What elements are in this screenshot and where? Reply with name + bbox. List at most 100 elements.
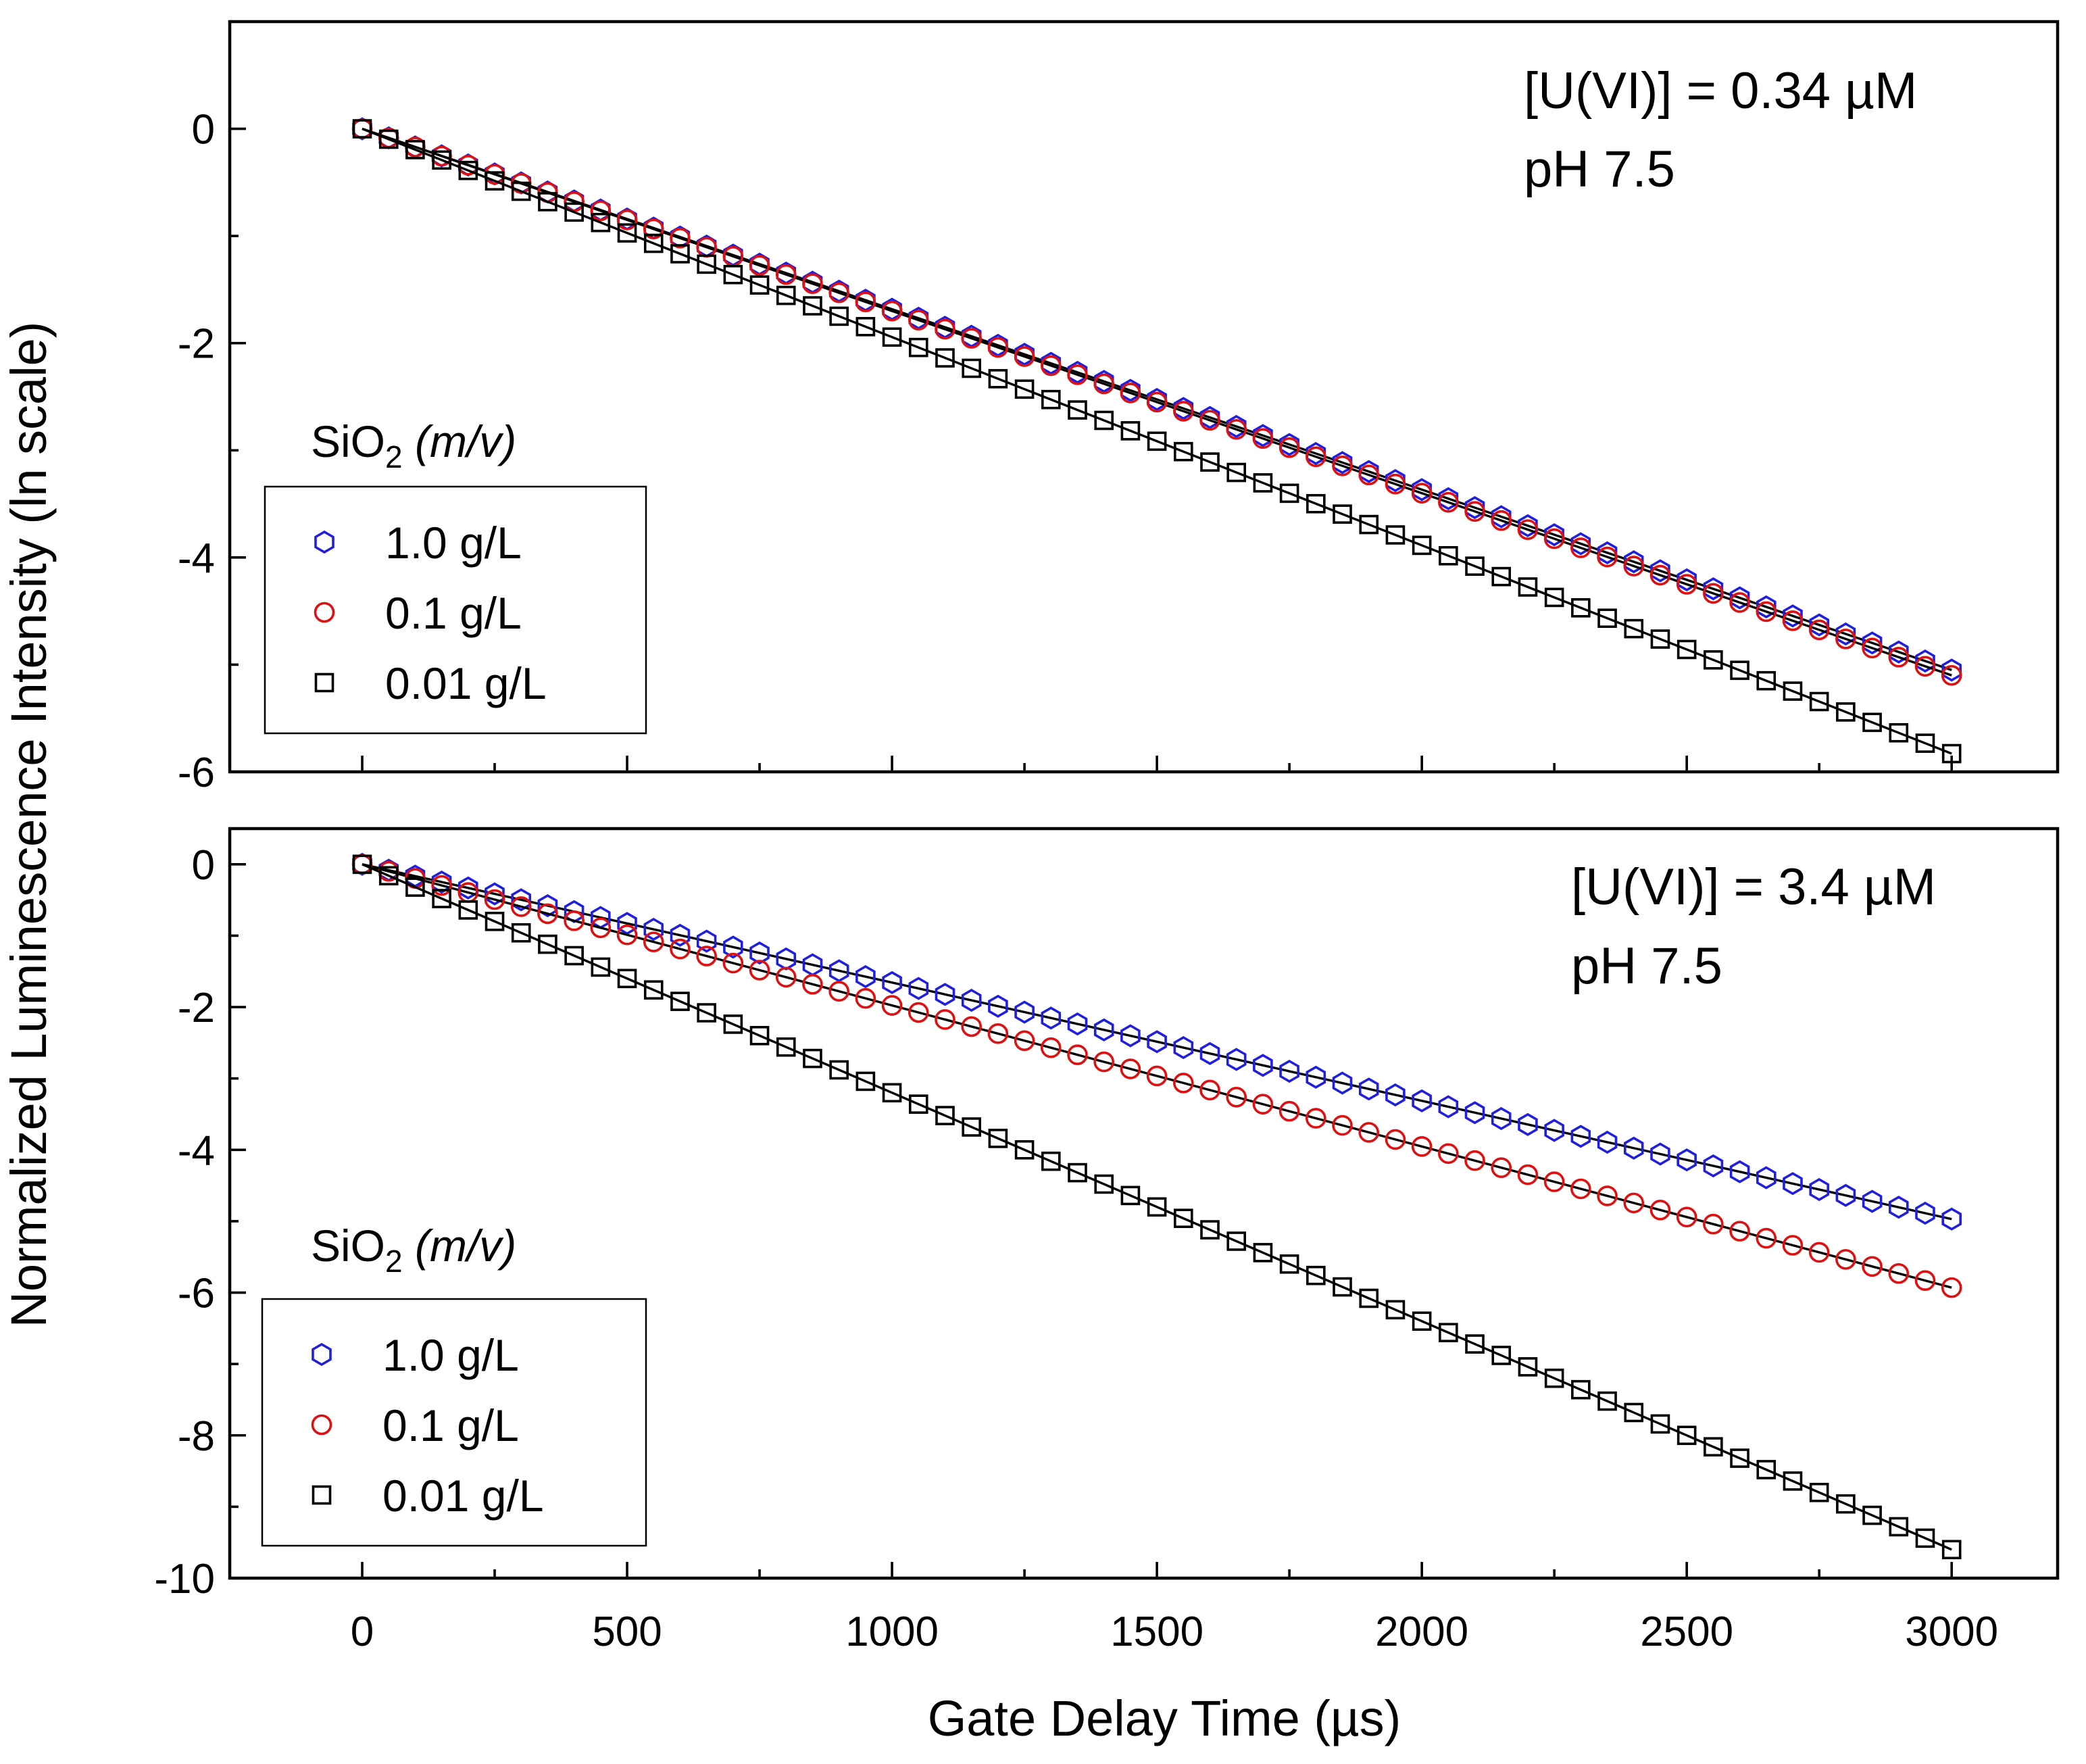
x-tick-label: 0	[351, 1609, 374, 1655]
data-point	[1146, 391, 1168, 413]
data-point	[1915, 1201, 1935, 1225]
data-point	[1889, 1196, 1909, 1219]
data-point	[1438, 1143, 1459, 1165]
data-point	[1544, 523, 1564, 547]
data-point	[935, 983, 955, 1006]
data-point	[828, 282, 849, 303]
legend-marker	[312, 1342, 332, 1367]
x-axis-title: Gate Delay Time (µs)	[928, 1690, 1401, 1746]
data-point	[1067, 1044, 1088, 1065]
data-point	[1704, 1437, 1723, 1456]
data-point	[1941, 664, 1962, 686]
data-point	[1147, 1197, 1167, 1217]
data-point	[697, 1003, 716, 1023]
data-point	[1279, 1059, 1299, 1083]
data-point	[352, 854, 372, 875]
data-point	[908, 337, 928, 358]
data-point	[485, 882, 505, 906]
data-point	[749, 1025, 770, 1046]
data-point	[776, 1037, 796, 1057]
data-point	[1120, 383, 1141, 403]
legend-title: SiO2 (m/v)	[311, 1221, 516, 1279]
data-point	[1835, 622, 1856, 646]
data-point	[1570, 532, 1591, 556]
data-point	[670, 923, 691, 947]
data-point	[1809, 613, 1829, 637]
data-point	[1068, 1162, 1087, 1183]
series-0-01-g-L	[352, 854, 1962, 1560]
data-point	[1915, 1528, 1935, 1548]
data-point	[1544, 1119, 1564, 1142]
data-point	[1226, 419, 1247, 440]
data-point	[1570, 537, 1591, 558]
data-point	[1518, 514, 1538, 537]
panel-top: 0 -2 -4 -6 [U(VI)] = 0.34 µM pH 7.5 SiO2 (m/v)…	[178, 20, 2060, 796]
data-point	[1359, 1288, 1379, 1308]
data-point	[1491, 566, 1512, 587]
panel-bottom: 0 -2 -4 -6 -8 -10 0 500 1000 1500 2000 2500 3000 [U(V…	[154, 827, 2060, 1655]
data-point	[829, 1060, 849, 1080]
data-point	[1941, 1540, 1962, 1560]
data-point	[722, 952, 744, 974]
data-point	[1756, 595, 1777, 618]
data-point	[511, 181, 531, 201]
data-point	[1306, 1108, 1326, 1129]
data-point	[1729, 586, 1750, 610]
data-point	[1173, 401, 1194, 422]
data-point	[1862, 1190, 1883, 1213]
data-point	[564, 910, 585, 931]
legend-marker	[314, 530, 334, 554]
data-point	[1120, 1024, 1141, 1048]
data-point	[643, 931, 664, 952]
data-point	[855, 987, 876, 1009]
data-point	[1597, 546, 1618, 568]
series-0-1-g-L	[351, 854, 1962, 1298]
data-point	[1226, 1086, 1247, 1108]
legend-title: SiO2 (m/v)	[311, 416, 516, 474]
data-point	[881, 300, 903, 322]
data-point	[1439, 1323, 1458, 1342]
data-point	[1464, 496, 1485, 520]
data-point	[1783, 604, 1803, 628]
data-point	[1809, 1482, 1829, 1502]
data-point	[1783, 681, 1803, 701]
fit-line	[362, 127, 1952, 677]
data-point	[962, 1117, 981, 1137]
data-point	[961, 328, 982, 349]
data-point	[1809, 1177, 1829, 1202]
x-tick-label: 500	[592, 1609, 662, 1655]
data-point	[1147, 387, 1167, 412]
data-point	[564, 191, 585, 212]
data-point	[1120, 1058, 1141, 1079]
data-point	[935, 318, 955, 340]
ph-annotation: pH 7.5	[1524, 141, 1675, 198]
data-point	[643, 218, 664, 240]
data-point	[1412, 1311, 1432, 1331]
data-point	[1041, 351, 1062, 375]
y-tick-label: -10	[154, 1556, 215, 1602]
data-point	[855, 291, 876, 312]
data-point	[1597, 1185, 1618, 1206]
data-point	[961, 1016, 982, 1037]
legend-label: 0.1 g/L	[382, 1400, 519, 1450]
data-point	[1543, 1171, 1565, 1192]
data-point	[1491, 510, 1512, 531]
legend-label: 0.1 g/L	[385, 588, 522, 638]
data-point	[1174, 1208, 1193, 1228]
data-point	[1385, 525, 1406, 545]
data-point	[1253, 424, 1273, 447]
data-point	[775, 966, 797, 988]
data-point	[1120, 378, 1141, 402]
data-point	[537, 903, 558, 925]
legend-label: 1.0 g/L	[385, 518, 522, 568]
data-point	[1200, 1220, 1220, 1240]
data-point	[962, 358, 981, 378]
data-point	[882, 1083, 902, 1103]
data-point	[1226, 462, 1247, 483]
data-point	[749, 275, 770, 295]
data-point	[1014, 1030, 1035, 1052]
data-point	[1677, 639, 1697, 660]
data-point	[1200, 452, 1220, 472]
data-point	[538, 192, 557, 212]
data-point	[988, 994, 1008, 1018]
